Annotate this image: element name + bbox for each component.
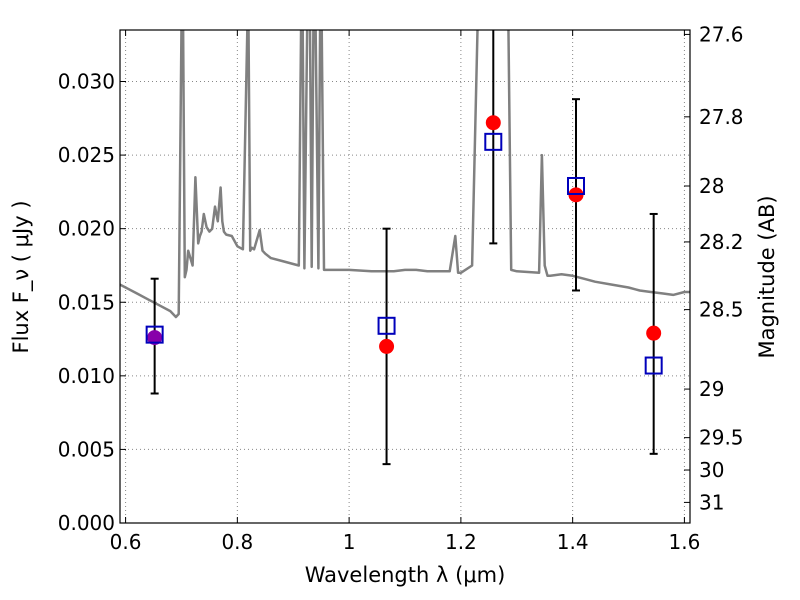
x-tick-label: 0.8 xyxy=(221,530,253,554)
axes xyxy=(119,29,691,524)
x-tick-label: 1.2 xyxy=(445,530,477,554)
y-tick-label: 0.030 xyxy=(58,70,115,94)
right-tick-label: 31 xyxy=(699,490,724,514)
photometry-points xyxy=(145,115,663,375)
y-tick-label: 0.015 xyxy=(58,290,115,314)
error-bars xyxy=(150,30,658,466)
x-tick-label: 0.6 xyxy=(110,530,142,554)
spectrum-line xyxy=(120,30,690,319)
right-tick-label: 29 xyxy=(699,377,724,401)
x-axis-label: Wavelength λ (μm) xyxy=(305,563,506,587)
y-tick-label: 0.010 xyxy=(58,364,115,388)
x-tick-label: 1.6 xyxy=(669,530,701,554)
right-tick-label: 29.5 xyxy=(699,426,744,450)
grid-lines xyxy=(120,30,690,524)
right-tick-label: 28 xyxy=(699,174,724,198)
right-axis-label: Magnitude (AB) xyxy=(755,195,779,358)
y-tick-label: 0.020 xyxy=(58,217,115,241)
plot-frame xyxy=(119,29,691,524)
model-photometry-point xyxy=(377,316,396,335)
model-photometry-point xyxy=(145,325,164,344)
y-tick-label: 0.000 xyxy=(58,511,115,535)
y-axis-label: Flux F_ν ( μJy ) xyxy=(9,200,34,353)
model-spectrum xyxy=(120,30,690,319)
tick-labels: 0.6 0.8 1 1.2 1.4 1.6 0.000 0.005 0.010 0.015 0.02… xyxy=(58,22,744,554)
y-tick-label: 0.025 xyxy=(58,143,115,167)
observed-point xyxy=(646,325,662,341)
right-tick-label: 28.2 xyxy=(699,230,744,254)
right-tick-label: 30 xyxy=(699,458,724,482)
right-tick-label: 27.6 xyxy=(699,22,744,46)
x-tick-label: 1 xyxy=(343,530,356,554)
right-tick-label: 27.8 xyxy=(699,105,744,129)
observed-point xyxy=(147,330,163,346)
model-photometry-point xyxy=(484,132,503,151)
model-photometry-point xyxy=(644,356,663,375)
y-tick-label: 0.005 xyxy=(58,437,115,461)
observed-point xyxy=(379,338,395,354)
observed-point xyxy=(485,115,501,131)
x-tick-label: 1.4 xyxy=(557,530,589,554)
right-tick-label: 28.5 xyxy=(699,298,744,322)
model-photometry-point xyxy=(567,176,585,195)
